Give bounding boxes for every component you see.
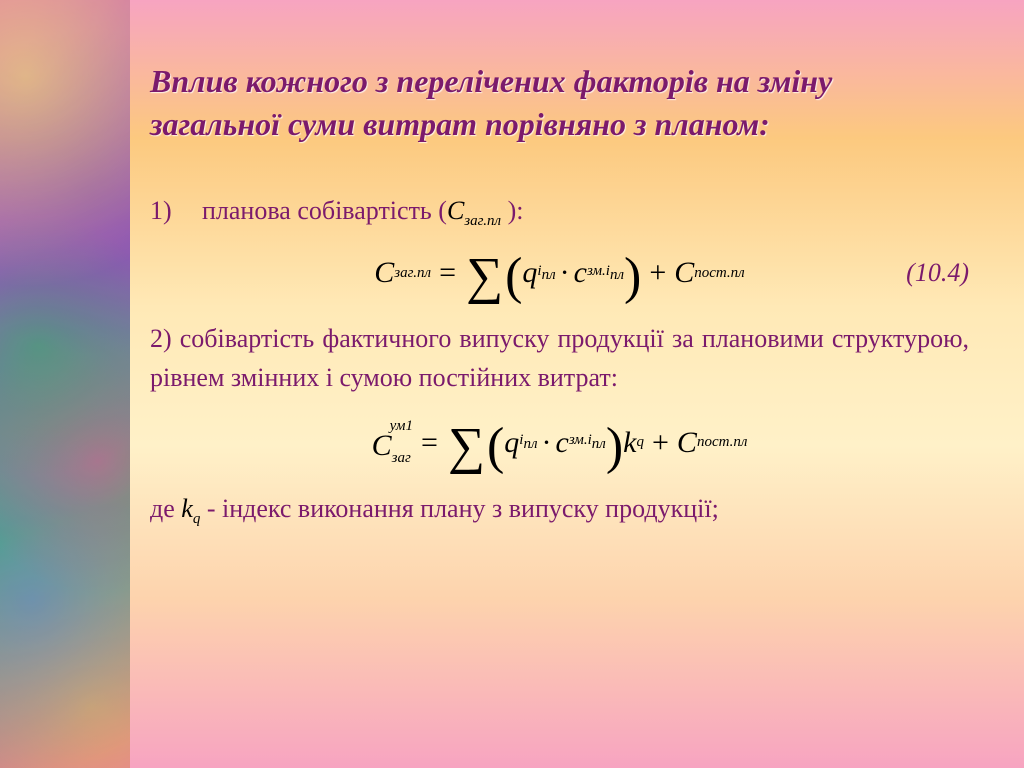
where-k: kq — [181, 494, 200, 523]
f1-sigma: ∑ — [464, 259, 505, 295]
f1-lhs-C: С — [374, 256, 394, 290]
f2-lhs: ум1 Сзаг — [372, 419, 413, 466]
f1-Cpost-sub: пост.пл — [694, 265, 744, 282]
f2-Cpost: С — [677, 426, 697, 460]
f2-c-sub: зм.iпл — [569, 432, 606, 453]
f1-c: c — [574, 256, 587, 290]
slide-title: Вплив кожного з перелічених факторів на … — [150, 60, 969, 146]
f2-rparen: ) — [606, 429, 623, 465]
f1-q-sub: iпл — [537, 263, 555, 284]
f1-lhs-sub: заг.пл — [394, 265, 431, 282]
f1-eq: = — [431, 256, 464, 290]
f2-lparen: ( — [487, 429, 504, 465]
f2-q-sub: iпл — [519, 432, 537, 453]
f2-lhs-sub: заг — [392, 450, 411, 466]
f1-c-sub: зм.iпл — [587, 263, 624, 284]
f2-sigma: ∑ — [446, 429, 487, 465]
slide: Вплив кожного з перелічених факторів на … — [0, 0, 1024, 768]
list-item-2: 2) собівартість фактичного випуску проду… — [150, 319, 969, 397]
f1-rparen: ) — [624, 259, 641, 295]
f2-Cpost-sub: пост.пл — [697, 434, 747, 451]
f2-eq: = — [413, 426, 446, 460]
f2-q: q — [504, 426, 519, 460]
formula-1-math: Сзаг.пл = ∑ ( qiпл · cзм.iпл ) + Спост.п… — [374, 255, 744, 291]
f1-dot: · — [556, 256, 574, 290]
where-de: де — [150, 494, 181, 523]
f2-lhs-C: С — [372, 429, 392, 462]
item1-text: планова собівартість (Сзаг.пл ): — [202, 191, 523, 233]
item1-before: планова собівартість ( — [202, 196, 447, 225]
f1-plus: + — [641, 256, 674, 290]
f2-dot: · — [538, 426, 556, 460]
where-line: де kq - індекс виконання плану з випуску… — [150, 494, 969, 528]
decorative-left-strip — [0, 0, 130, 768]
f1-Cpost: С — [674, 256, 694, 290]
f1-lparen: ( — [505, 259, 522, 295]
where-rest: - індекс виконання плану з випуску проду… — [207, 494, 719, 523]
f2-k: k — [623, 426, 636, 460]
formula-2: ум1 Сзаг = ∑ ( qiпл · cзм.iпл ) kq + Спо… — [150, 419, 969, 466]
item1-number: 1) — [150, 191, 178, 230]
item1-symbol: С — [447, 196, 464, 225]
item1-symbol-sub: заг.пл — [464, 214, 501, 230]
f2-k-sub: q — [637, 434, 645, 451]
formula-1: Сзаг.пл = ∑ ( qiпл · cзм.iпл ) + Спост.п… — [150, 255, 969, 291]
slide-content: Вплив кожного з перелічених факторів на … — [150, 60, 969, 529]
formula-2-math: ум1 Сзаг = ∑ ( qiпл · cзм.iпл ) kq + Спо… — [372, 419, 748, 466]
f1-q: q — [522, 256, 537, 290]
item1-after: ): — [501, 196, 523, 225]
list-item-1: 1) планова собівартість (Сзаг.пл ): — [150, 191, 969, 233]
equation-number-1: (10.4) — [906, 258, 969, 288]
f2-plus: + — [644, 426, 677, 460]
f2-c: c — [556, 426, 569, 460]
